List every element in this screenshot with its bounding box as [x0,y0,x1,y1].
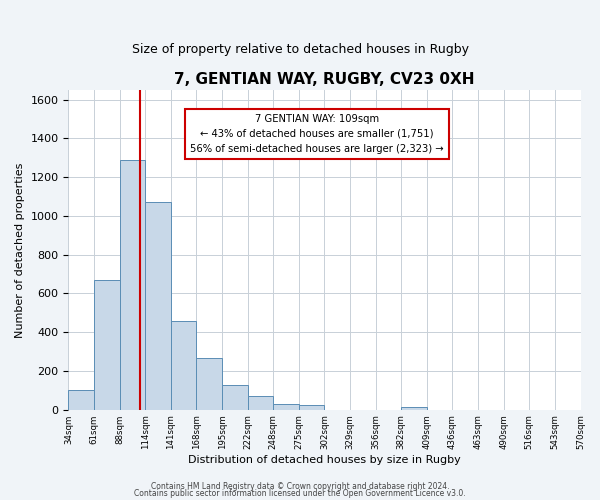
Bar [273,404,299,409]
Text: 7 GENTIAN WAY: 109sqm
← 43% of detached houses are smaller (1,751)
56% of semi-d: 7 GENTIAN WAY: 109sqm ← 43% of detached … [190,114,443,154]
Bar [171,320,196,410]
Bar [68,390,94,409]
Bar [401,407,427,410]
Bar [299,405,325,409]
X-axis label: Distribution of detached houses by size in Rugby: Distribution of detached houses by size … [188,455,461,465]
Bar [119,160,145,410]
Bar [248,396,273,409]
Text: Contains HM Land Registry data © Crown copyright and database right 2024.: Contains HM Land Registry data © Crown c… [151,482,449,491]
Text: Contains public sector information licensed under the Open Government Licence v3: Contains public sector information licen… [134,490,466,498]
Bar [222,384,248,409]
Title: 7, GENTIAN WAY, RUGBY, CV23 0XH: 7, GENTIAN WAY, RUGBY, CV23 0XH [174,72,475,88]
Text: Size of property relative to detached houses in Rugby: Size of property relative to detached ho… [131,42,469,56]
Bar [196,358,222,410]
Bar [145,202,171,410]
Y-axis label: Number of detached properties: Number of detached properties [15,162,25,338]
Bar [94,280,119,409]
